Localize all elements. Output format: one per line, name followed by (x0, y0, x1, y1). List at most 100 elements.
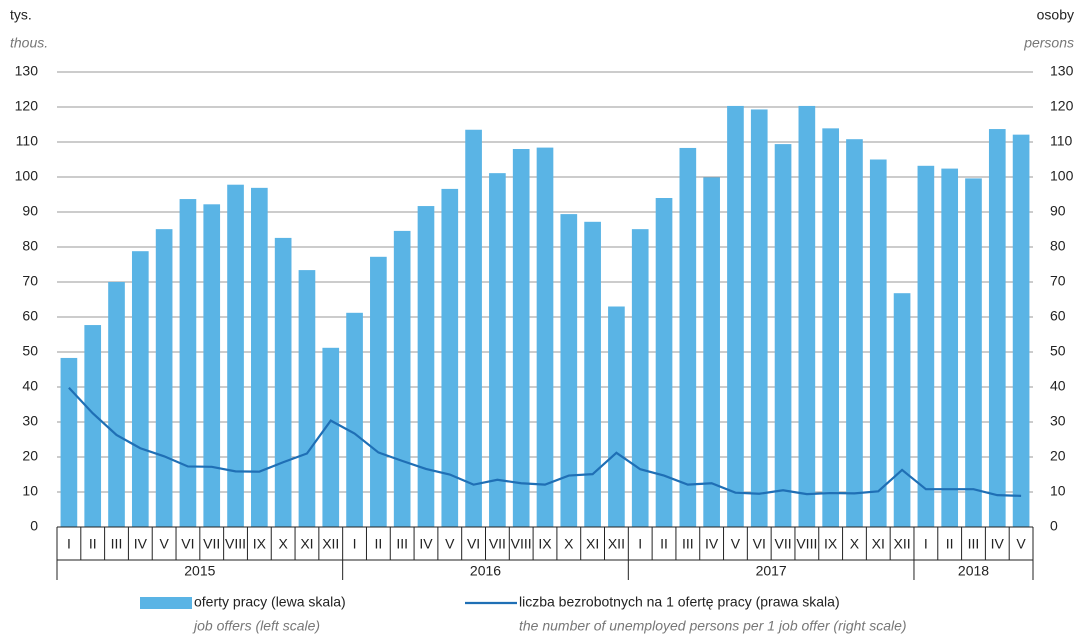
x-tick-label: IV (705, 536, 719, 552)
x-tick-label: IV (419, 536, 433, 552)
x-tick-label: III (968, 536, 980, 552)
bar (203, 204, 221, 528)
y2-axis-label-en: persons (1023, 35, 1074, 51)
y-tick-label: 100 (15, 168, 39, 184)
y2-tick-label: 70 (1050, 273, 1066, 289)
y-tick-label: 90 (22, 203, 38, 219)
bar (750, 109, 768, 527)
bar (869, 159, 887, 527)
x-tick-label: XII (322, 536, 339, 552)
x-group-label: 2018 (958, 563, 989, 579)
legend-label-en: job offers (left scale) (192, 618, 320, 634)
bar (251, 187, 268, 527)
bar (227, 184, 244, 527)
x-tick-label: I (924, 536, 928, 552)
x-tick-label: V (159, 536, 169, 552)
bar (155, 229, 173, 527)
x-tick-label: I (353, 536, 357, 552)
x-tick-label: II (374, 536, 382, 552)
bar (417, 206, 435, 528)
bar (131, 251, 149, 527)
x-tick-label: X (564, 536, 574, 552)
x-tick-label: XII (608, 536, 625, 552)
bar (703, 177, 720, 527)
x-tick-label: VI (467, 536, 480, 552)
x-tick-label: V (1016, 536, 1026, 552)
bar (489, 173, 506, 527)
x-tick-label: VIII (796, 536, 817, 552)
y2-tick-label: 40 (1050, 378, 1066, 394)
y2-tick-label: 20 (1050, 448, 1066, 464)
x-tick-label: X (278, 536, 288, 552)
bar (393, 230, 411, 527)
x-tick-label: III (111, 536, 123, 552)
bar (846, 139, 863, 527)
bar (179, 199, 197, 528)
line (68, 386, 1022, 497)
y-tick-label: 50 (22, 343, 38, 359)
legend-swatch (140, 597, 192, 609)
legend-label: oferty pracy (lewa skala) (194, 594, 346, 610)
x-tick-label: II (946, 536, 954, 552)
x-group-label: 2016 (470, 563, 501, 579)
x-tick-label: III (682, 536, 694, 552)
y-tick-label: 40 (22, 378, 38, 394)
bar (679, 147, 697, 527)
y2-tick-label: 110 (1050, 133, 1073, 149)
y2-tick-label: 120 (1050, 98, 1074, 114)
x-tick-label: VI (181, 536, 194, 552)
bar (108, 282, 125, 527)
x-tick-label: VII (774, 536, 791, 552)
x-tick-label: XI (872, 536, 885, 552)
y2-tick-label: 10 (1050, 483, 1066, 499)
bar (536, 147, 554, 527)
bar (298, 270, 316, 527)
y2-tick-label: 100 (1050, 168, 1074, 184)
bar (512, 149, 530, 527)
bar (941, 168, 959, 527)
y-tick-label: 20 (22, 448, 38, 464)
x-group-label: 2017 (756, 563, 787, 579)
bar (893, 293, 911, 527)
bar (584, 221, 601, 528)
bar (727, 105, 744, 527)
x-tick-label: VI (753, 536, 766, 552)
y-tick-label: 80 (22, 238, 38, 254)
x-tick-label: V (445, 536, 455, 552)
x-tick-label: VIII (225, 536, 246, 552)
y2-tick-label: 130 (1050, 63, 1074, 79)
y-axis-label: tys. (10, 7, 32, 23)
y-tick-label: 120 (15, 98, 39, 114)
bar (631, 229, 649, 527)
bar (560, 214, 578, 527)
bar (322, 347, 340, 527)
y2-tick-label: 30 (1050, 413, 1066, 429)
y-axis-label-en: thous. (10, 35, 48, 51)
x-tick-label: III (396, 536, 408, 552)
y2-tick-label: 50 (1050, 343, 1066, 359)
bar (1012, 134, 1030, 527)
x-tick-label: XI (300, 536, 313, 552)
bar (822, 128, 839, 527)
bar (988, 129, 1006, 528)
bar (774, 144, 792, 527)
bar (465, 129, 482, 527)
bar (965, 178, 982, 527)
bar (917, 165, 935, 528)
bar (84, 325, 102, 527)
y-tick-label: 0 (30, 518, 38, 534)
x-tick-label: I (638, 536, 642, 552)
x-tick-label: IX (538, 536, 552, 552)
bar (370, 256, 387, 527)
x-tick-label: XII (894, 536, 911, 552)
x-tick-label: IX (824, 536, 838, 552)
legend-label-en: the number of unemployed persons per 1 j… (519, 618, 907, 634)
y2-tick-label: 0 (1050, 518, 1058, 534)
y-tick-label: 110 (16, 133, 39, 149)
x-tick-label: VII (489, 536, 506, 552)
x-tick-label: XI (586, 536, 599, 552)
y-tick-label: 130 (15, 63, 39, 79)
y2-tick-label: 90 (1050, 203, 1066, 219)
x-tick-label: IX (253, 536, 267, 552)
bar (608, 306, 625, 527)
